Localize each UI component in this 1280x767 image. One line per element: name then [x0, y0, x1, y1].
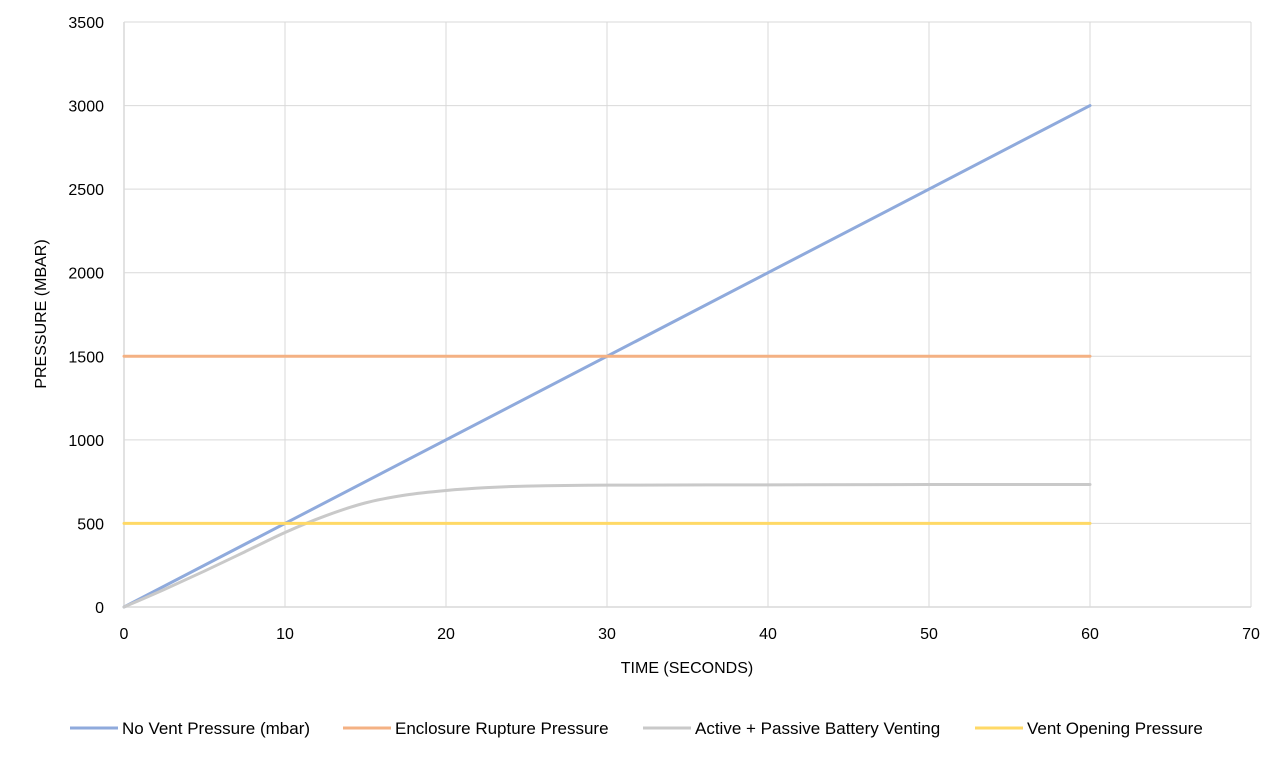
- legend-item: Vent Opening Pressure: [975, 719, 1203, 738]
- legend-label: Vent Opening Pressure: [1027, 719, 1203, 738]
- x-tick-label: 0: [120, 626, 129, 643]
- y-tick-label: 3000: [68, 99, 104, 116]
- x-tick-label: 10: [276, 626, 294, 643]
- x-tick-label: 70: [1242, 626, 1260, 643]
- axes: [123, 22, 1251, 608]
- legend: No Vent Pressure (mbar) Enclosure Rupture…: [70, 719, 1203, 738]
- y-tick-label: 1000: [68, 433, 104, 450]
- y-tick-label: 500: [77, 516, 104, 533]
- y-tick-label: 2500: [68, 182, 104, 199]
- y-tick-label: 0: [95, 600, 104, 617]
- legend-item: Active + Passive Battery Venting: [643, 719, 940, 738]
- x-tick-label: 30: [598, 626, 616, 643]
- x-tick-label: 60: [1081, 626, 1099, 643]
- legend-label: Active + Passive Battery Venting: [695, 719, 940, 738]
- x-axis-label: TIME (SECONDS): [621, 660, 753, 677]
- y-axis-label: PRESSURE (MBAR): [33, 239, 50, 388]
- y-tick-label: 2000: [68, 266, 104, 283]
- series-line-2: [122, 482, 1092, 609]
- y-tick-label: 1500: [68, 349, 104, 366]
- legend-item: No Vent Pressure (mbar): [70, 719, 310, 738]
- legend-label: Enclosure Rupture Pressure: [395, 719, 609, 738]
- tick-labels: 0 500 1000 1500 2000 2500 3000 3500 0 10 20 30 40 50 6…: [68, 15, 1260, 643]
- legend-label: No Vent Pressure (mbar): [122, 719, 310, 738]
- legend-item: Enclosure Rupture Pressure: [343, 719, 609, 738]
- series-lines: [122, 104, 1092, 609]
- y-tick-label: 3500: [68, 15, 104, 32]
- x-tick-label: 20: [437, 626, 455, 643]
- x-tick-label: 40: [759, 626, 777, 643]
- x-tick-label: 50: [920, 626, 938, 643]
